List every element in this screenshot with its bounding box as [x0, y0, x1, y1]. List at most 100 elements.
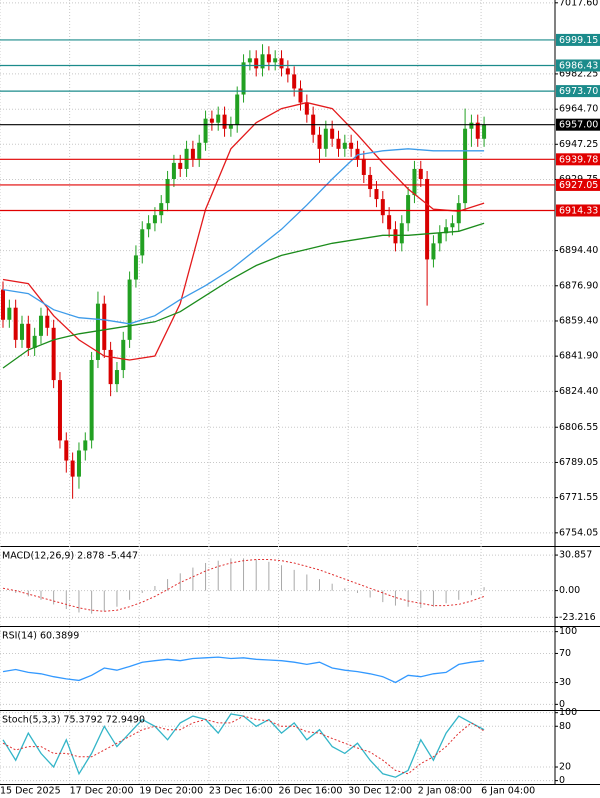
y-tick-label: 30 [559, 677, 571, 688]
candle-body [450, 223, 455, 228]
candle-body [19, 323, 24, 340]
indicator-line [2, 148, 485, 325]
candle-body [140, 229, 145, 256]
candle-body [108, 349, 113, 385]
candle-body [304, 102, 309, 115]
candle-body [228, 124, 233, 129]
candle-body [285, 68, 290, 75]
candle-body [361, 158, 366, 175]
candle-body [83, 440, 88, 451]
x-tick-label: 26 Dec 16:00 [279, 786, 343, 797]
y-tick-label: 6754.05 [559, 527, 598, 538]
candle-body [444, 227, 449, 234]
candle-body [273, 58, 278, 63]
candle-body [431, 243, 436, 260]
y-tick-label: 0 [559, 699, 565, 710]
indicator-title: Stoch(5,3,3) 75.3792 72.9490 [2, 715, 145, 726]
indicator-line [2, 559, 485, 612]
candle-body [323, 128, 328, 149]
candle-body [406, 195, 411, 224]
candle-body [32, 335, 37, 348]
y-tick-label: 6876.90 [559, 280, 598, 291]
candle-body [482, 124, 487, 139]
candle-body [76, 450, 81, 477]
candle-body [127, 279, 132, 340]
level-box [556, 33, 600, 46]
candle-body [437, 233, 442, 244]
x-tick-label: 19 Dec 20:00 [139, 786, 203, 797]
candle-body [387, 215, 392, 230]
level-box [556, 85, 600, 98]
candle-body [336, 138, 341, 149]
candle-body [475, 122, 480, 139]
x-tick-label: 23 Dec 16:00 [209, 786, 273, 797]
y-tick-label: 6771.55 [559, 492, 598, 503]
candle-body [38, 315, 43, 336]
candle-body [412, 168, 417, 196]
x-tick-label: 6 Jan 04:00 [481, 786, 535, 797]
candle-body [95, 303, 100, 360]
y-tick-label: 6789.05 [559, 457, 598, 468]
candle-body [165, 178, 170, 204]
y-tick-label: -23.216 [559, 612, 596, 623]
y-tick-label: 6894.40 [559, 245, 598, 256]
indicator-title: MACD(12,26,9) 2.878 -5.447 [2, 551, 138, 562]
level-label: 6939.78 [559, 154, 598, 165]
candle-body [45, 315, 50, 328]
candle-body [425, 178, 430, 260]
y-tick-label: 6859.40 [559, 315, 598, 326]
candle-body [355, 148, 360, 159]
y-tick-label: 0 [559, 775, 565, 786]
candle-body [114, 370, 119, 385]
y-tick-label: 6841.90 [559, 351, 598, 362]
candle-body [260, 54, 265, 69]
candle-body [330, 128, 335, 139]
candle-body [374, 189, 379, 200]
candle-body [121, 339, 126, 371]
level-box [556, 204, 600, 217]
level-label: 6914.33 [559, 205, 598, 216]
candle-body [254, 58, 259, 69]
candle-body [13, 307, 18, 340]
level-label: 6986.43 [559, 61, 598, 72]
y-tick-label: 0.00 [559, 585, 580, 596]
candle-body [247, 58, 252, 63]
candle-body [380, 199, 385, 216]
candle-body [292, 74, 297, 89]
candle-body [222, 114, 227, 129]
candle-body [64, 440, 69, 461]
level-label: 6927.05 [559, 180, 598, 191]
indicator-line [2, 222, 485, 369]
candle-body [469, 122, 474, 129]
y-tick-label: 100 [559, 626, 577, 637]
candle-body [209, 118, 214, 123]
candle-body [216, 114, 221, 123]
candle-body [463, 128, 468, 204]
level-box [556, 153, 600, 166]
candle-body [456, 203, 461, 224]
candle-body [418, 168, 423, 179]
y-tick-label: 7017.60 [559, 0, 598, 8]
candle-body [102, 303, 107, 350]
candle-body [57, 380, 62, 441]
candle-body [203, 118, 208, 143]
candle-body [51, 327, 56, 381]
candle-body [171, 162, 176, 179]
indicator-line [2, 715, 485, 775]
candle-body [133, 255, 138, 280]
level-label: 6957.00 [559, 120, 598, 131]
level-box [556, 118, 600, 131]
y-tick-label: 6982.25 [559, 68, 598, 79]
x-tick-label: 15 Dec 2025 [0, 786, 61, 797]
candle-body [7, 307, 12, 320]
candle-body [298, 88, 303, 103]
candle-body [368, 174, 373, 190]
candle-body [399, 223, 404, 244]
candle-body [146, 223, 151, 230]
candle-body [190, 148, 195, 159]
candle-body [342, 142, 347, 149]
candle-body [197, 142, 202, 159]
candle-body [178, 162, 183, 169]
